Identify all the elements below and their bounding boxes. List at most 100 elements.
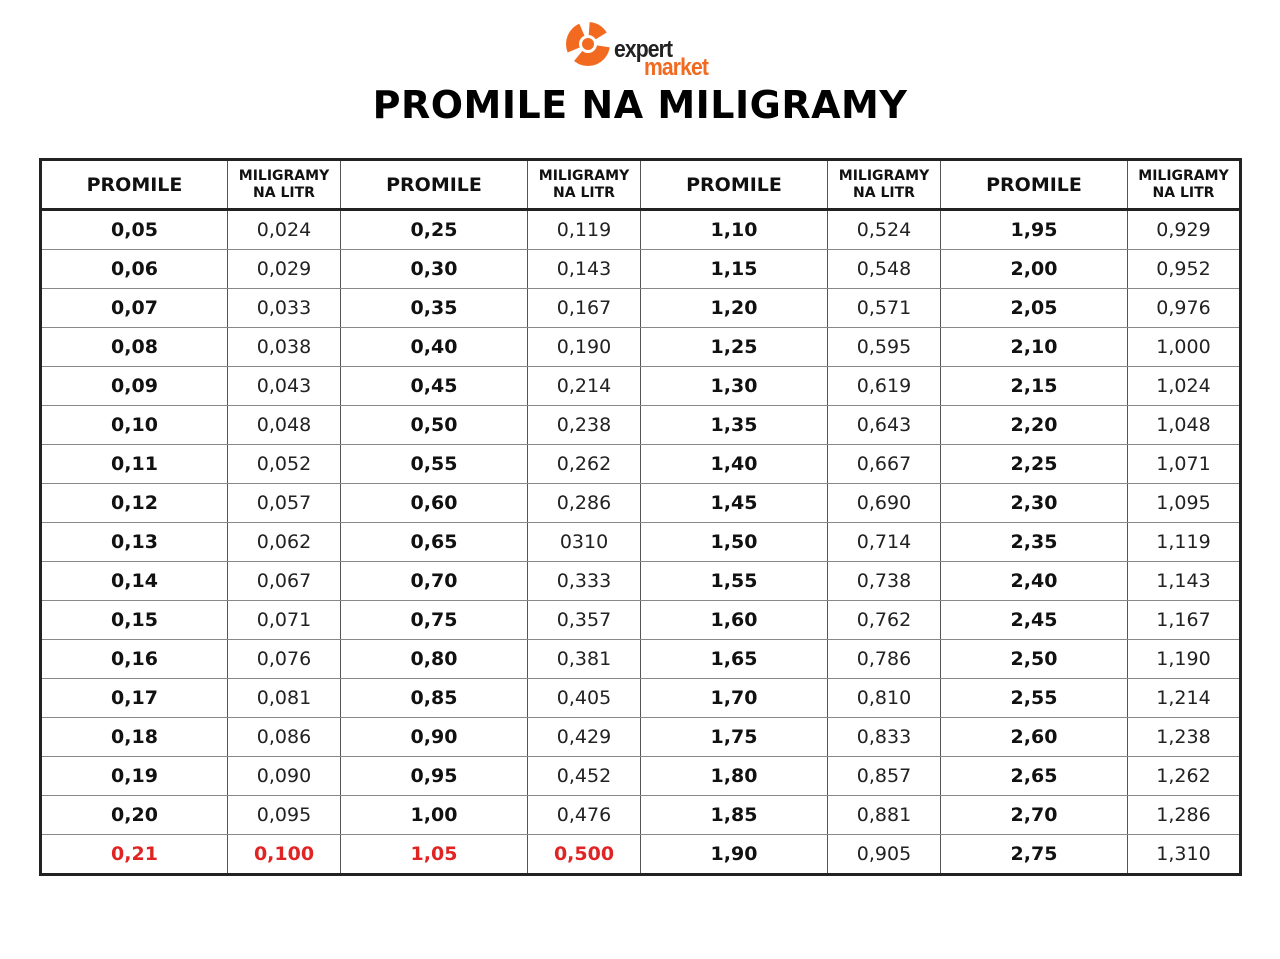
cell-promile: 0,06	[40, 249, 228, 289]
cell-miligramy: 0,929	[1127, 209, 1241, 250]
cell-promile: 0,17	[40, 678, 228, 718]
table-row: 0,15 0,071 0,75 0,357 1,60 0,762 2,45 1,167	[40, 600, 1241, 640]
cell-promile: 0,70	[340, 561, 528, 601]
header-mg-line1: MILIGRAMY	[1138, 167, 1229, 184]
header-mg-line2: NA LITR	[553, 184, 615, 201]
cell-miligramy: 0,690	[827, 483, 941, 523]
cell-promile: 0,19	[40, 756, 228, 796]
cell-promile: 1,65	[640, 639, 828, 679]
cell-promile: 0,21	[40, 834, 228, 875]
cell-miligramy: 0,952	[1127, 249, 1241, 289]
cell-miligramy: 0,381	[527, 639, 641, 679]
cell-promile: 0,75	[340, 600, 528, 640]
cell-miligramy: 0,905	[827, 834, 941, 875]
cell-promile: 2,60	[940, 717, 1128, 757]
header-miligramy-na-litr: MILIGRAMY NA LITR	[1127, 159, 1241, 211]
cell-promile: 1,55	[640, 561, 828, 601]
header-mg-line2: NA LITR	[1152, 184, 1215, 201]
cell-miligramy: 0,214	[527, 366, 641, 406]
header-miligramy-na-litr: MILIGRAMY NA LITR	[527, 159, 641, 211]
cell-miligramy: 0,595	[827, 327, 941, 367]
cell-promile: 1,75	[640, 717, 828, 757]
cell-miligramy: 1,238	[1127, 717, 1241, 757]
cell-miligramy: 0,262	[527, 444, 641, 484]
table-row: 0,12 0,057 0,60 0,286 1,45 0,690 2,30 1,095	[40, 483, 1241, 523]
table-row: 0,16 0,076 0,80 0,381 1,65 0,786 2,50 1,190	[40, 639, 1241, 679]
cell-miligramy: 1,000	[1127, 327, 1241, 367]
cell-miligramy: 1,262	[1127, 756, 1241, 796]
cell-miligramy: 1,071	[1127, 444, 1241, 484]
cell-promile: 0,40	[340, 327, 528, 367]
cell-miligramy: 0,062	[227, 522, 341, 562]
cell-promile: 0,12	[40, 483, 228, 523]
table-row: 0,10 0,048 0,50 0,238 1,35 0,643 2,20 1,048	[40, 405, 1241, 445]
cell-promile: 1,10	[640, 209, 828, 250]
cell-miligramy: 0,571	[827, 288, 941, 328]
cell-miligramy: 0,167	[527, 288, 641, 328]
cell-miligramy: 0,476	[527, 795, 641, 835]
cell-promile: 2,50	[940, 639, 1128, 679]
cell-miligramy: 0,048	[227, 405, 341, 445]
cell-promile: 0,15	[40, 600, 228, 640]
cell-miligramy: 0,086	[227, 717, 341, 757]
table-row: 0,07 0,033 0,35 0,167 1,20 0,571 2,05 0,976	[40, 288, 1241, 328]
cell-promile: 2,65	[940, 756, 1128, 796]
header-mg-line2: NA LITR	[253, 184, 315, 201]
table-row: 0,17 0,081 0,85 0,405 1,70 0,810 2,55 1,214	[40, 678, 1241, 718]
header-promile: PROMILE	[340, 159, 528, 211]
conversion-table: PROMILE MILIGRAMY NA LITR PROMILE MILIGRA…	[39, 158, 1242, 876]
cell-miligramy: 0,081	[227, 678, 341, 718]
table-row: 0,20 0,095 1,00 0,476 1,85 0,881 2,70 1,286	[40, 795, 1241, 835]
cell-miligramy: 0,029	[227, 249, 341, 289]
cell-promile: 1,95	[940, 209, 1128, 250]
table-body: 0,05 0,024 0,25 0,119 1,10 0,524 1,95 0,929 0,06…	[40, 209, 1241, 875]
cell-miligramy: 1,286	[1127, 795, 1241, 835]
cell-promile: 1,30	[640, 366, 828, 406]
cell-promile: 0,25	[340, 209, 528, 250]
cell-promile: 0,30	[340, 249, 528, 289]
cell-promile: 0,10	[40, 405, 228, 445]
table-row: 0,06 0,029 0,30 0,143 1,15 0,548 2,00 0,952	[40, 249, 1241, 289]
expert-market-logo: expert market	[562, 14, 732, 80]
cell-promile: 0,08	[40, 327, 228, 367]
cell-promile: 1,25	[640, 327, 828, 367]
cell-miligramy: 0,119	[527, 209, 641, 250]
cell-miligramy: 0,881	[827, 795, 941, 835]
cell-promile: 0,13	[40, 522, 228, 562]
cell-promile: 2,70	[940, 795, 1128, 835]
cell-promile: 0,60	[340, 483, 528, 523]
cell-miligramy: 0,452	[527, 756, 641, 796]
cell-miligramy: 1,310	[1127, 834, 1241, 875]
header-mg-line2: NA LITR	[853, 184, 915, 201]
header-miligramy-na-litr: MILIGRAMY NA LITR	[827, 159, 941, 211]
cell-promile: 1,35	[640, 405, 828, 445]
cell-miligramy: 0,500	[527, 834, 641, 875]
cell-miligramy: 0310	[527, 522, 641, 562]
cell-miligramy: 0,190	[527, 327, 641, 367]
cell-miligramy: 1,167	[1127, 600, 1241, 640]
table-row: 0,08 0,038 0,40 0,190 1,25 0,595 2,10 1,000	[40, 327, 1241, 367]
cell-miligramy: 1,143	[1127, 561, 1241, 601]
cell-promile: 1,90	[640, 834, 828, 875]
table-row: 0,11 0,052 0,55 0,262 1,40 0,667 2,25 1,071	[40, 444, 1241, 484]
cell-miligramy: 0,643	[827, 405, 941, 445]
cell-miligramy: 0,024	[227, 209, 341, 250]
table-row: 0,13 0,062 0,65 0310 1,50 0,714 2,35 1,119	[40, 522, 1241, 562]
cell-promile: 2,40	[940, 561, 1128, 601]
cell-miligramy: 0,786	[827, 639, 941, 679]
cell-miligramy: 0,548	[827, 249, 941, 289]
cell-miligramy: 0,667	[827, 444, 941, 484]
cell-miligramy: 0,067	[227, 561, 341, 601]
cell-promile: 2,55	[940, 678, 1128, 718]
cell-miligramy: 0,738	[827, 561, 941, 601]
cell-promile: 1,15	[640, 249, 828, 289]
cell-miligramy: 1,190	[1127, 639, 1241, 679]
cell-promile: 2,05	[940, 288, 1128, 328]
cell-promile: 0,16	[40, 639, 228, 679]
cell-promile: 2,25	[940, 444, 1128, 484]
cell-miligramy: 0,333	[527, 561, 641, 601]
cell-miligramy: 0,286	[527, 483, 641, 523]
cell-promile: 2,45	[940, 600, 1128, 640]
cell-miligramy: 0,057	[227, 483, 341, 523]
cell-miligramy: 0,095	[227, 795, 341, 835]
